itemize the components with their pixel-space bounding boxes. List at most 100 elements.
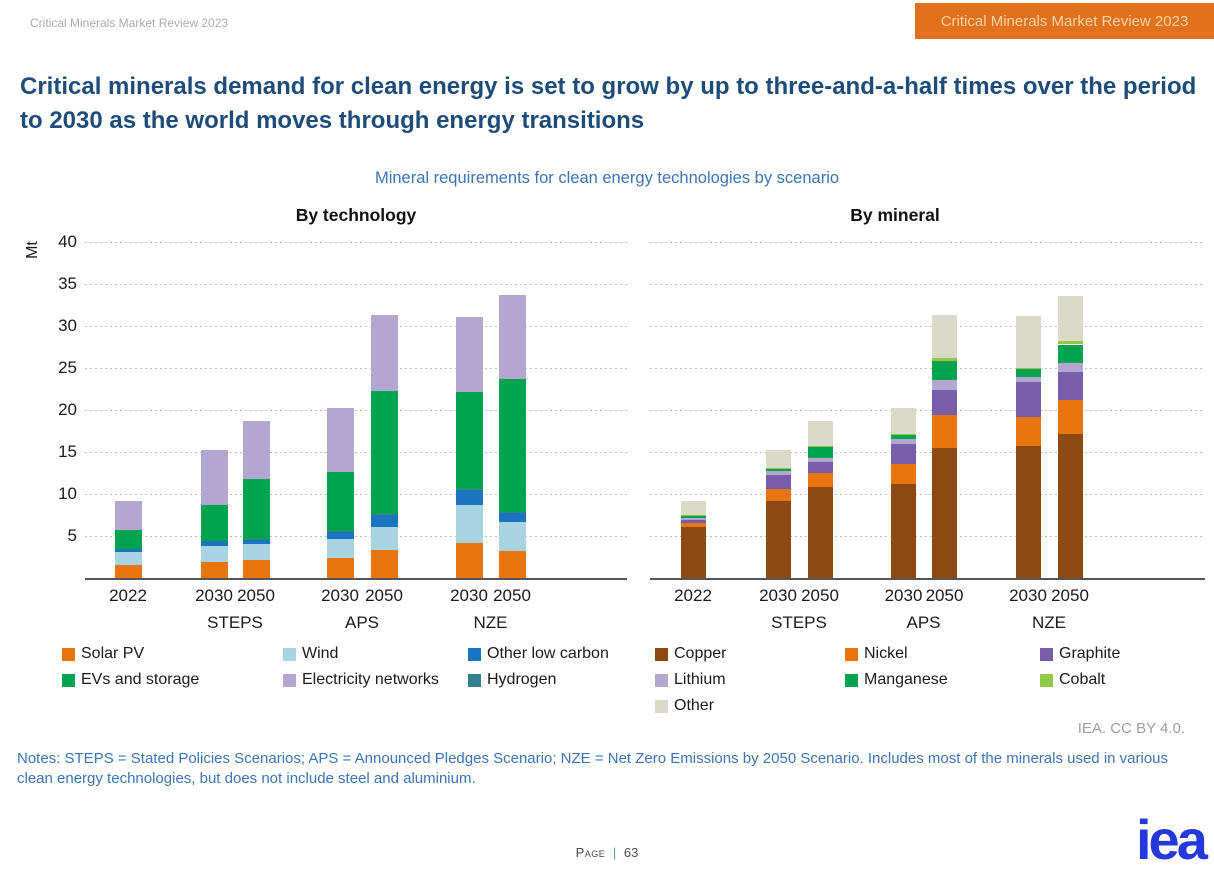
gridline-15	[650, 452, 1205, 453]
bar-segment-aps-2050-hydrogen	[370, 514, 398, 515]
bar-segment-aps-2030-wind	[326, 539, 354, 558]
legend-label-solar-pv: Solar PV	[81, 645, 145, 662]
gridline-40	[650, 242, 1205, 243]
x-year-label-nze-2030: 2030	[450, 586, 488, 605]
y-tick-label-15: 15	[58, 442, 77, 461]
legend-label-manganese: Manganese	[864, 671, 948, 688]
legend-swatch-solar-pv	[62, 647, 75, 661]
bar-segment-2022-solar-pv	[114, 564, 142, 578]
x-year-label-aps-2050: 2050	[925, 586, 964, 605]
bar-segment-steps-2030-solar-pv	[200, 562, 228, 578]
legend-item-lithium: Lithium	[655, 671, 726, 689]
legend-label-other: Other	[674, 697, 715, 714]
gridline-25	[85, 368, 627, 369]
y-tick-label-40: 40	[58, 232, 77, 251]
bar-segment-nze-2030-copper	[1015, 446, 1041, 578]
bar-segment-aps-2050-graphite	[932, 389, 957, 416]
legend-item-graphite: Graphite	[1040, 645, 1120, 663]
bar-segment-steps-2030-evs-and-storage	[200, 505, 228, 542]
bar-segment-nze-2030-manganese	[1015, 368, 1041, 377]
bar-segment-2022-other-low-carbon	[114, 549, 142, 552]
bar-segment-nze-2030-electricity-networks	[455, 316, 483, 393]
bar-segment-nze-2050-electricity-networks	[498, 294, 526, 379]
legend-swatch-other	[655, 699, 668, 713]
bar-segment-nze-2050-wind	[498, 521, 526, 552]
gridline-10	[85, 494, 627, 495]
legend-label-copper: Copper	[674, 645, 727, 662]
bar-segment-nze-2050-lithium	[1057, 362, 1083, 373]
legend-swatch-other-low-carbon	[468, 647, 481, 661]
bar-segment-aps-2030-solar-pv	[326, 557, 354, 578]
bar-segment-nze-2050-other-low-carbon	[498, 513, 526, 522]
bar-segment-nze-2030-solar-pv	[455, 542, 483, 578]
bar-segment-steps-2050-copper	[807, 487, 833, 578]
bar-segment-nze-2050-evs-and-storage	[498, 378, 526, 513]
bar-segment-aps-2030-other	[891, 407, 916, 434]
x-scenario-label-aps: APS	[344, 613, 380, 632]
legend-swatch-wind	[283, 647, 296, 661]
legend-label-electricity-networks: Electricity networks	[302, 671, 439, 688]
bar-segment-steps-2050-nickel	[807, 473, 833, 488]
gridline-35	[85, 284, 627, 285]
bar-segment-steps-2050-other	[807, 420, 833, 447]
y-tick-label-5: 5	[67, 526, 77, 545]
legend-label-evs-and-storage: EVs and storage	[81, 671, 200, 688]
bar-segment-aps-2050-wind	[370, 526, 398, 551]
bar-segment-2022-evs-and-storage	[114, 529, 142, 550]
x-year-label-nze-2030: 2030	[1009, 586, 1047, 605]
footer-page-label: Page	[575, 845, 606, 860]
x-year-label-aps-2030: 2030	[884, 586, 923, 605]
x-year-label-base-2022: 2022	[109, 586, 147, 605]
bar-segment-steps-2050-electricity-networks	[242, 420, 270, 479]
bar-segment-2022-wind	[114, 551, 142, 565]
report-name-header: Critical Minerals Market Review 2023	[30, 16, 229, 30]
x-year-label-steps-2030: 2030	[195, 586, 233, 605]
bar-segment-nze-2050-copper	[1057, 434, 1083, 578]
bar-segment-steps-2030-graphite	[765, 474, 791, 489]
legend-item-nickel: Nickel	[845, 645, 908, 663]
y-tick-label-35: 35	[58, 274, 77, 293]
x-scenario-label-steps: STEPS	[207, 613, 263, 632]
y-tick-label-25: 25	[58, 358, 77, 377]
bar-segment-aps-2030-evs-and-storage	[326, 471, 354, 532]
legend-label-other-low-carbon: Other low carbon	[487, 645, 609, 662]
bar-segment-nze-2050-other	[1057, 296, 1083, 341]
bar-segment-steps-2030-nickel	[765, 488, 791, 501]
bar-segment-steps-2050-wind	[242, 544, 270, 560]
bar-segment-steps-2030-wind	[200, 546, 228, 563]
bar-segment-nze-2050-solar-pv	[498, 551, 526, 578]
chart-title-by-technology: By technology	[295, 205, 417, 225]
legend-item-evs-and-storage: EVs and storage	[62, 671, 199, 689]
legend-swatch-graphite	[1040, 647, 1053, 661]
bar-segment-steps-2050-lithium	[807, 457, 833, 463]
bar-segment-steps-2050-manganese	[807, 446, 833, 458]
page-footer: Page | 63	[0, 845, 1214, 860]
bar-segment-steps-2030-electricity-networks	[200, 449, 228, 506]
bar-segment-2022-electricity-networks	[114, 501, 142, 530]
legend-swatch-copper	[655, 647, 668, 661]
y-tick-label-20: 20	[58, 400, 77, 419]
legend-swatch-electricity-networks	[283, 673, 296, 687]
bar-segment-steps-2050-evs-and-storage	[242, 478, 270, 539]
y-tick-label-10: 10	[58, 484, 77, 503]
gridline-20	[85, 410, 627, 411]
report-banner: Critical Minerals Market Review 2023	[915, 3, 1214, 39]
bar-segment-2022-manganese	[680, 515, 706, 518]
chart-title-by-mineral: By mineral	[850, 205, 940, 225]
x-scenario-label-nze: NZE	[473, 613, 508, 632]
legend-label-wind: Wind	[302, 645, 339, 662]
bar-segment-aps-2050-copper	[932, 447, 957, 578]
bar-segment-aps-2050-other-low-carbon	[370, 515, 398, 527]
bar-segment-steps-2030-other-low-carbon	[200, 541, 228, 547]
bar-segment-steps-2050-other-low-carbon	[242, 538, 270, 545]
bar-segment-aps-2030-electricity-networks	[326, 407, 354, 472]
legend-item-cobalt: Cobalt	[1040, 671, 1105, 689]
bar-segment-nze-2030-other	[1015, 316, 1041, 368]
bar-segment-nze-2050-graphite	[1057, 372, 1083, 400]
legend-swatch-nickel	[845, 647, 858, 661]
bar-segment-aps-2050-solar-pv	[370, 550, 398, 578]
bar-segment-aps-2030-nickel	[891, 463, 916, 484]
bar-segment-2022-nickel	[680, 523, 706, 527]
bar-segment-nze-2030-hydrogen	[455, 488, 483, 490]
